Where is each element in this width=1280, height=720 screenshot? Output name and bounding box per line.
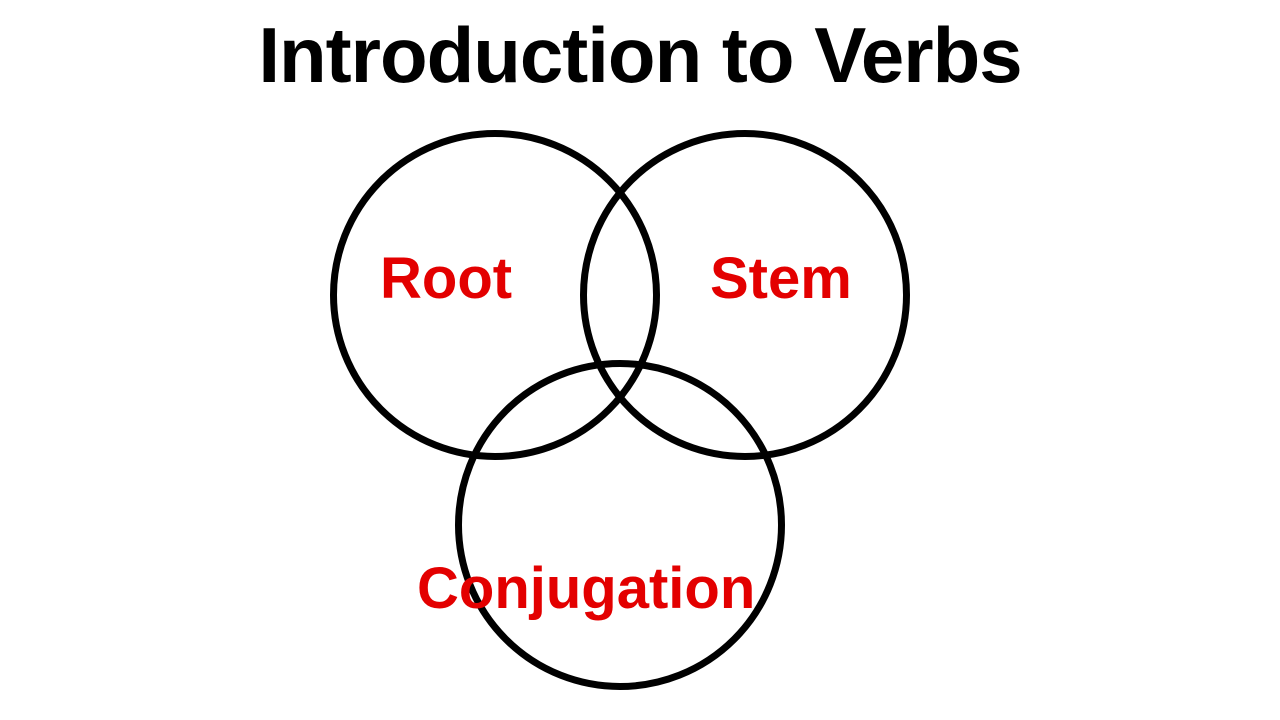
venn-circle-conjugation <box>455 360 785 690</box>
venn-label-root: Root <box>380 245 512 312</box>
venn-label-stem: Stem <box>710 245 852 312</box>
venn-label-conjugation: Conjugation <box>417 555 755 622</box>
page-title: Introduction to Verbs <box>0 10 1280 101</box>
